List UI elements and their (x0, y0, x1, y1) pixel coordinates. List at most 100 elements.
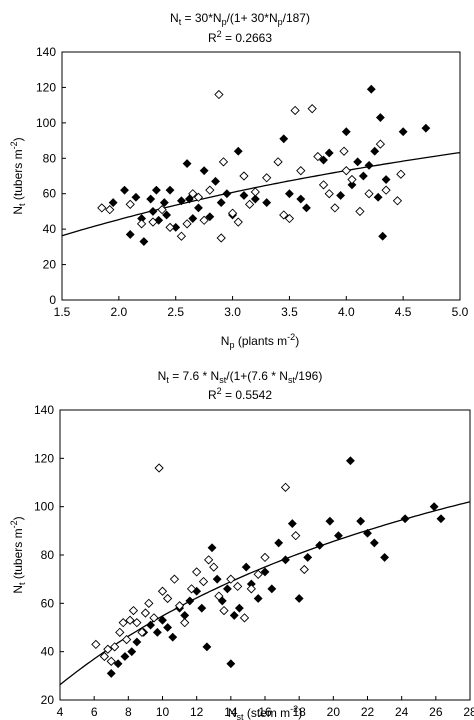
open-diamond-point (339, 146, 349, 156)
open-diamond-point (381, 185, 391, 195)
open-diamond-point (280, 482, 291, 492)
y-tick-label: 100 (34, 500, 54, 514)
open-diamond-point (392, 196, 403, 206)
bottom-y-ticks: 20 40 60 80 100 120 140 (34, 403, 64, 707)
filled-diamond-point (182, 159, 192, 169)
open-diamond-point (318, 180, 329, 190)
bottom-chart-r2: R2 = 0.5542 (208, 386, 272, 402)
filled-diamond-point (163, 623, 173, 632)
open-diamond-point (148, 217, 158, 227)
filled-diamond-point (370, 146, 380, 156)
x-tick-label: 8 (125, 705, 132, 719)
x-tick-label: 12 (190, 705, 204, 719)
filled-diamond-point (184, 194, 194, 204)
open-diamond-point (262, 173, 272, 183)
filled-diamond-point (366, 84, 376, 94)
open-diamond-point (313, 151, 323, 162)
filled-diamond-point (315, 540, 325, 550)
filled-diamond-point (216, 198, 226, 207)
open-diamond-point (144, 598, 154, 608)
filled-diamond-point (250, 194, 260, 204)
filled-diamond-point (285, 189, 294, 199)
filled-diamond-point (185, 596, 195, 606)
filled-diamond-point (132, 637, 142, 647)
open-diamond-point (174, 601, 185, 611)
x-tick-label: 22 (361, 705, 375, 719)
open-diamond-point (121, 634, 132, 645)
filled-diamond-point (347, 180, 357, 190)
y-tick-label: 120 (36, 80, 56, 94)
filled-diamond-point (162, 210, 172, 220)
y-tick-label: 20 (43, 258, 57, 272)
open-diamond-point (219, 605, 229, 616)
filled-diamond-point (207, 543, 217, 553)
x-tick-label: 28 (463, 705, 474, 719)
top-plot-frame (61, 51, 461, 301)
open-diamond-point (239, 171, 249, 181)
x-tick-label: 3.0 (224, 305, 241, 319)
filled-diamond-point (375, 113, 385, 122)
open-diamond-point (110, 642, 120, 652)
open-diamond-point (226, 574, 236, 584)
filled-diamond-point (146, 620, 155, 630)
filled-diamond-point (233, 146, 243, 156)
filled-diamond-point (113, 659, 123, 669)
open-diamond-point (214, 89, 224, 100)
filled-diamond-point (194, 203, 203, 213)
filled-diamond-point (353, 157, 363, 167)
filled-diamond-point (152, 627, 162, 637)
filled-diamond-point (234, 603, 244, 613)
open-diamond-point (136, 219, 147, 229)
filled-diamond-point (303, 552, 313, 562)
filled-diamond-point (241, 562, 251, 572)
open-diamond-point (244, 199, 255, 209)
filled-diamond-point (168, 632, 178, 642)
open-diamond-point (233, 581, 243, 592)
y-tick-label: 80 (43, 151, 57, 165)
open-diamond-point (137, 627, 147, 637)
filled-diamond-point (199, 166, 209, 176)
open-diamond-point (246, 584, 256, 594)
filled-diamond-point (429, 502, 439, 512)
open-diamond-point (209, 562, 219, 572)
open-diamond-point (180, 618, 190, 628)
open-diamond-point (203, 555, 214, 565)
open-diamond-point (91, 639, 101, 650)
filled-diamond-point (294, 594, 304, 603)
open-diamond-point (227, 208, 238, 218)
open-diamond-point (291, 531, 301, 541)
y-tick-label: 60 (43, 187, 57, 201)
open-diamond-point (355, 206, 365, 217)
y-tick-label: 0 (49, 293, 56, 307)
filled-diamond-point (125, 230, 135, 239)
filled-diamond-point (287, 519, 297, 529)
filled-diamond-point (336, 191, 346, 200)
filled-diamond-point (139, 237, 149, 246)
bottom-x-axis-label: Nst (stem m-2) (228, 704, 302, 720)
x-tick-label: 26 (429, 705, 443, 719)
y-tick-label: 120 (34, 451, 54, 465)
filled-diamond-point (127, 647, 137, 657)
filled-diamond-point (436, 514, 446, 524)
filled-diamond-point (222, 189, 232, 199)
filled-diamond-point (239, 191, 249, 200)
filled-diamond-point (260, 567, 270, 577)
filled-diamond-point (229, 610, 239, 620)
open-diamond-point (205, 185, 215, 195)
x-tick-label: 14 (224, 705, 238, 719)
top-data-points (97, 84, 431, 246)
filled-diamond-point (197, 603, 207, 613)
y-tick-label: 40 (43, 222, 57, 236)
open-diamond-point (154, 463, 164, 473)
open-diamond-point (199, 215, 209, 225)
open-diamond-point (176, 231, 187, 241)
open-diamond-point (290, 105, 300, 116)
filled-diamond-point (158, 615, 167, 625)
filled-diamond-point (120, 185, 129, 195)
filled-diamond-point (211, 176, 220, 186)
open-diamond-point (260, 552, 270, 563)
open-diamond-point (250, 187, 260, 197)
filled-diamond-point (148, 207, 158, 216)
top-x-axis-label: Np (plants m-2) (221, 332, 299, 350)
